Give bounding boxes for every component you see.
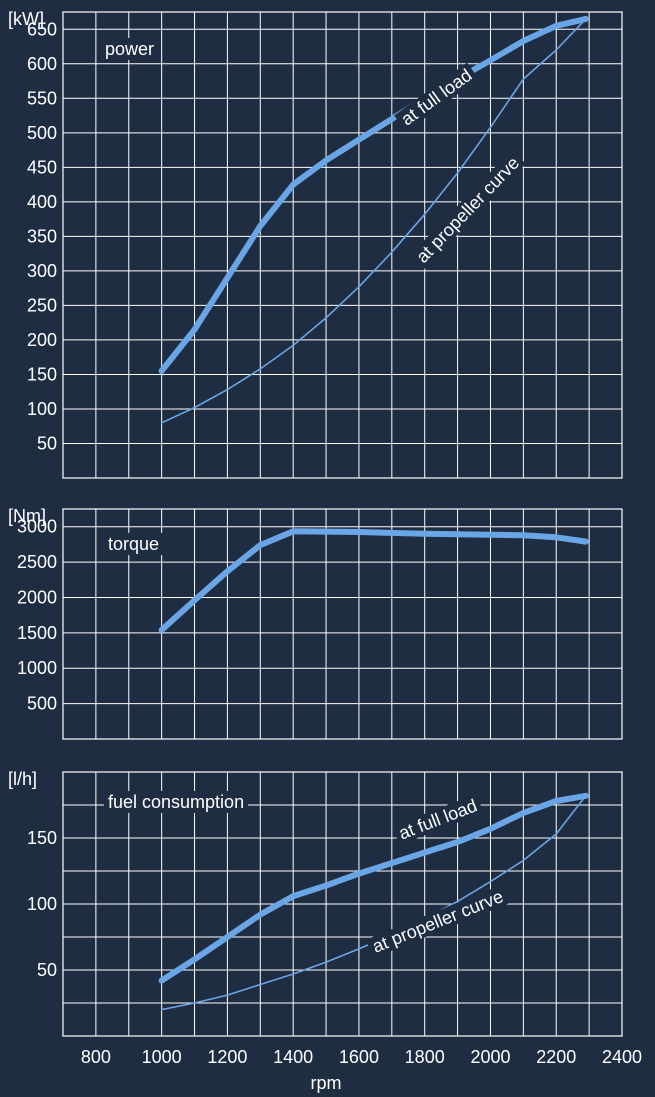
power-unit-label: [kW]	[8, 9, 44, 29]
fuel-curve-label-bg	[365, 884, 510, 959]
fuel-y-tick-label: 100	[27, 894, 57, 914]
torque-panel: 500 1000 1500 2000 2500 3000[Nm] torque	[8, 506, 623, 740]
power-y-tick-label: 100	[27, 399, 57, 419]
fuel-panel-label: fuel consumption	[108, 792, 244, 812]
x-tick-label: 1400	[273, 1047, 313, 1067]
fuel-panel-label-bg	[104, 791, 249, 813]
x-tick-label: 1000	[142, 1047, 182, 1067]
power-y-tick-label: 650	[27, 19, 57, 39]
torque-series-full-load-line	[158, 528, 589, 633]
power-y-tick-label: 150	[27, 364, 57, 384]
power-y-tick-label: 50	[37, 433, 57, 453]
power-y-tick-label: 500	[27, 123, 57, 143]
fuel-curve-label: at propeller curve	[370, 886, 506, 957]
fuel-unit-label: [l/h]	[8, 769, 37, 789]
torque-y-tick-label: 1000	[17, 658, 57, 678]
power-y-tick-label: 600	[27, 54, 57, 74]
fuel-y-tick-label: 50	[37, 960, 57, 980]
fuel-series-full-load-line	[158, 792, 589, 984]
torque-y-tick-label: 2000	[17, 587, 57, 607]
x-axis-label: rpm	[311, 1073, 342, 1093]
power-plot-frame	[62, 11, 623, 479]
power-y-tick-label: 200	[27, 330, 57, 350]
x-tick-label: 1600	[339, 1047, 379, 1067]
torque-panel-label: torque	[108, 534, 159, 554]
power-y-tick-label: 300	[27, 261, 57, 281]
power-curve-label-bg	[409, 149, 526, 270]
power-series-propeller-curve-line	[160, 18, 587, 424]
power-y-tick-label: 350	[27, 226, 57, 246]
power-y-tick-label: 550	[27, 88, 57, 108]
fuel-curve-label-bg	[392, 793, 484, 845]
x-axis: 800 1000 1200 1400 1600 1800 2000 2200 2400 rpm	[81, 1047, 642, 1093]
power-y-tick-label: 450	[27, 157, 57, 177]
fuel-series-propeller-curve-line	[160, 795, 587, 1011]
power-y-tick-label: 250	[27, 295, 57, 315]
torque-y-tick-label: 500	[27, 694, 57, 714]
torque-panel-label-bg	[104, 533, 164, 555]
power-y-tick-label: 400	[27, 192, 57, 212]
x-tick-label: 2200	[536, 1047, 576, 1067]
power-curve-label-bg	[394, 62, 479, 132]
power-curve-label: at full load	[397, 65, 475, 129]
power-series-full-load-line	[158, 15, 589, 374]
torque-plot-frame	[62, 508, 623, 740]
x-tick-label: 1800	[405, 1047, 445, 1067]
x-tick-label: 2400	[602, 1047, 642, 1067]
power-panel: 50 100 150 200 250 300 350 400 450 500 550 600 650[k…	[8, 9, 623, 479]
x-tick-label: 1200	[207, 1047, 247, 1067]
power-panel-label-bg	[101, 38, 159, 60]
torque-y-tick-label: 2500	[17, 552, 57, 572]
x-tick-label: 2000	[470, 1047, 510, 1067]
power-panel-label: power	[105, 39, 154, 59]
fuel-y-tick-label: 150	[27, 828, 57, 848]
x-tick-label: 800	[81, 1047, 111, 1067]
torque-unit-label: [Nm]	[8, 506, 46, 526]
torque-y-tick-label: 3000	[17, 517, 57, 537]
fuel-plot-frame	[62, 771, 623, 1037]
torque-y-tick-label: 1500	[17, 623, 57, 643]
